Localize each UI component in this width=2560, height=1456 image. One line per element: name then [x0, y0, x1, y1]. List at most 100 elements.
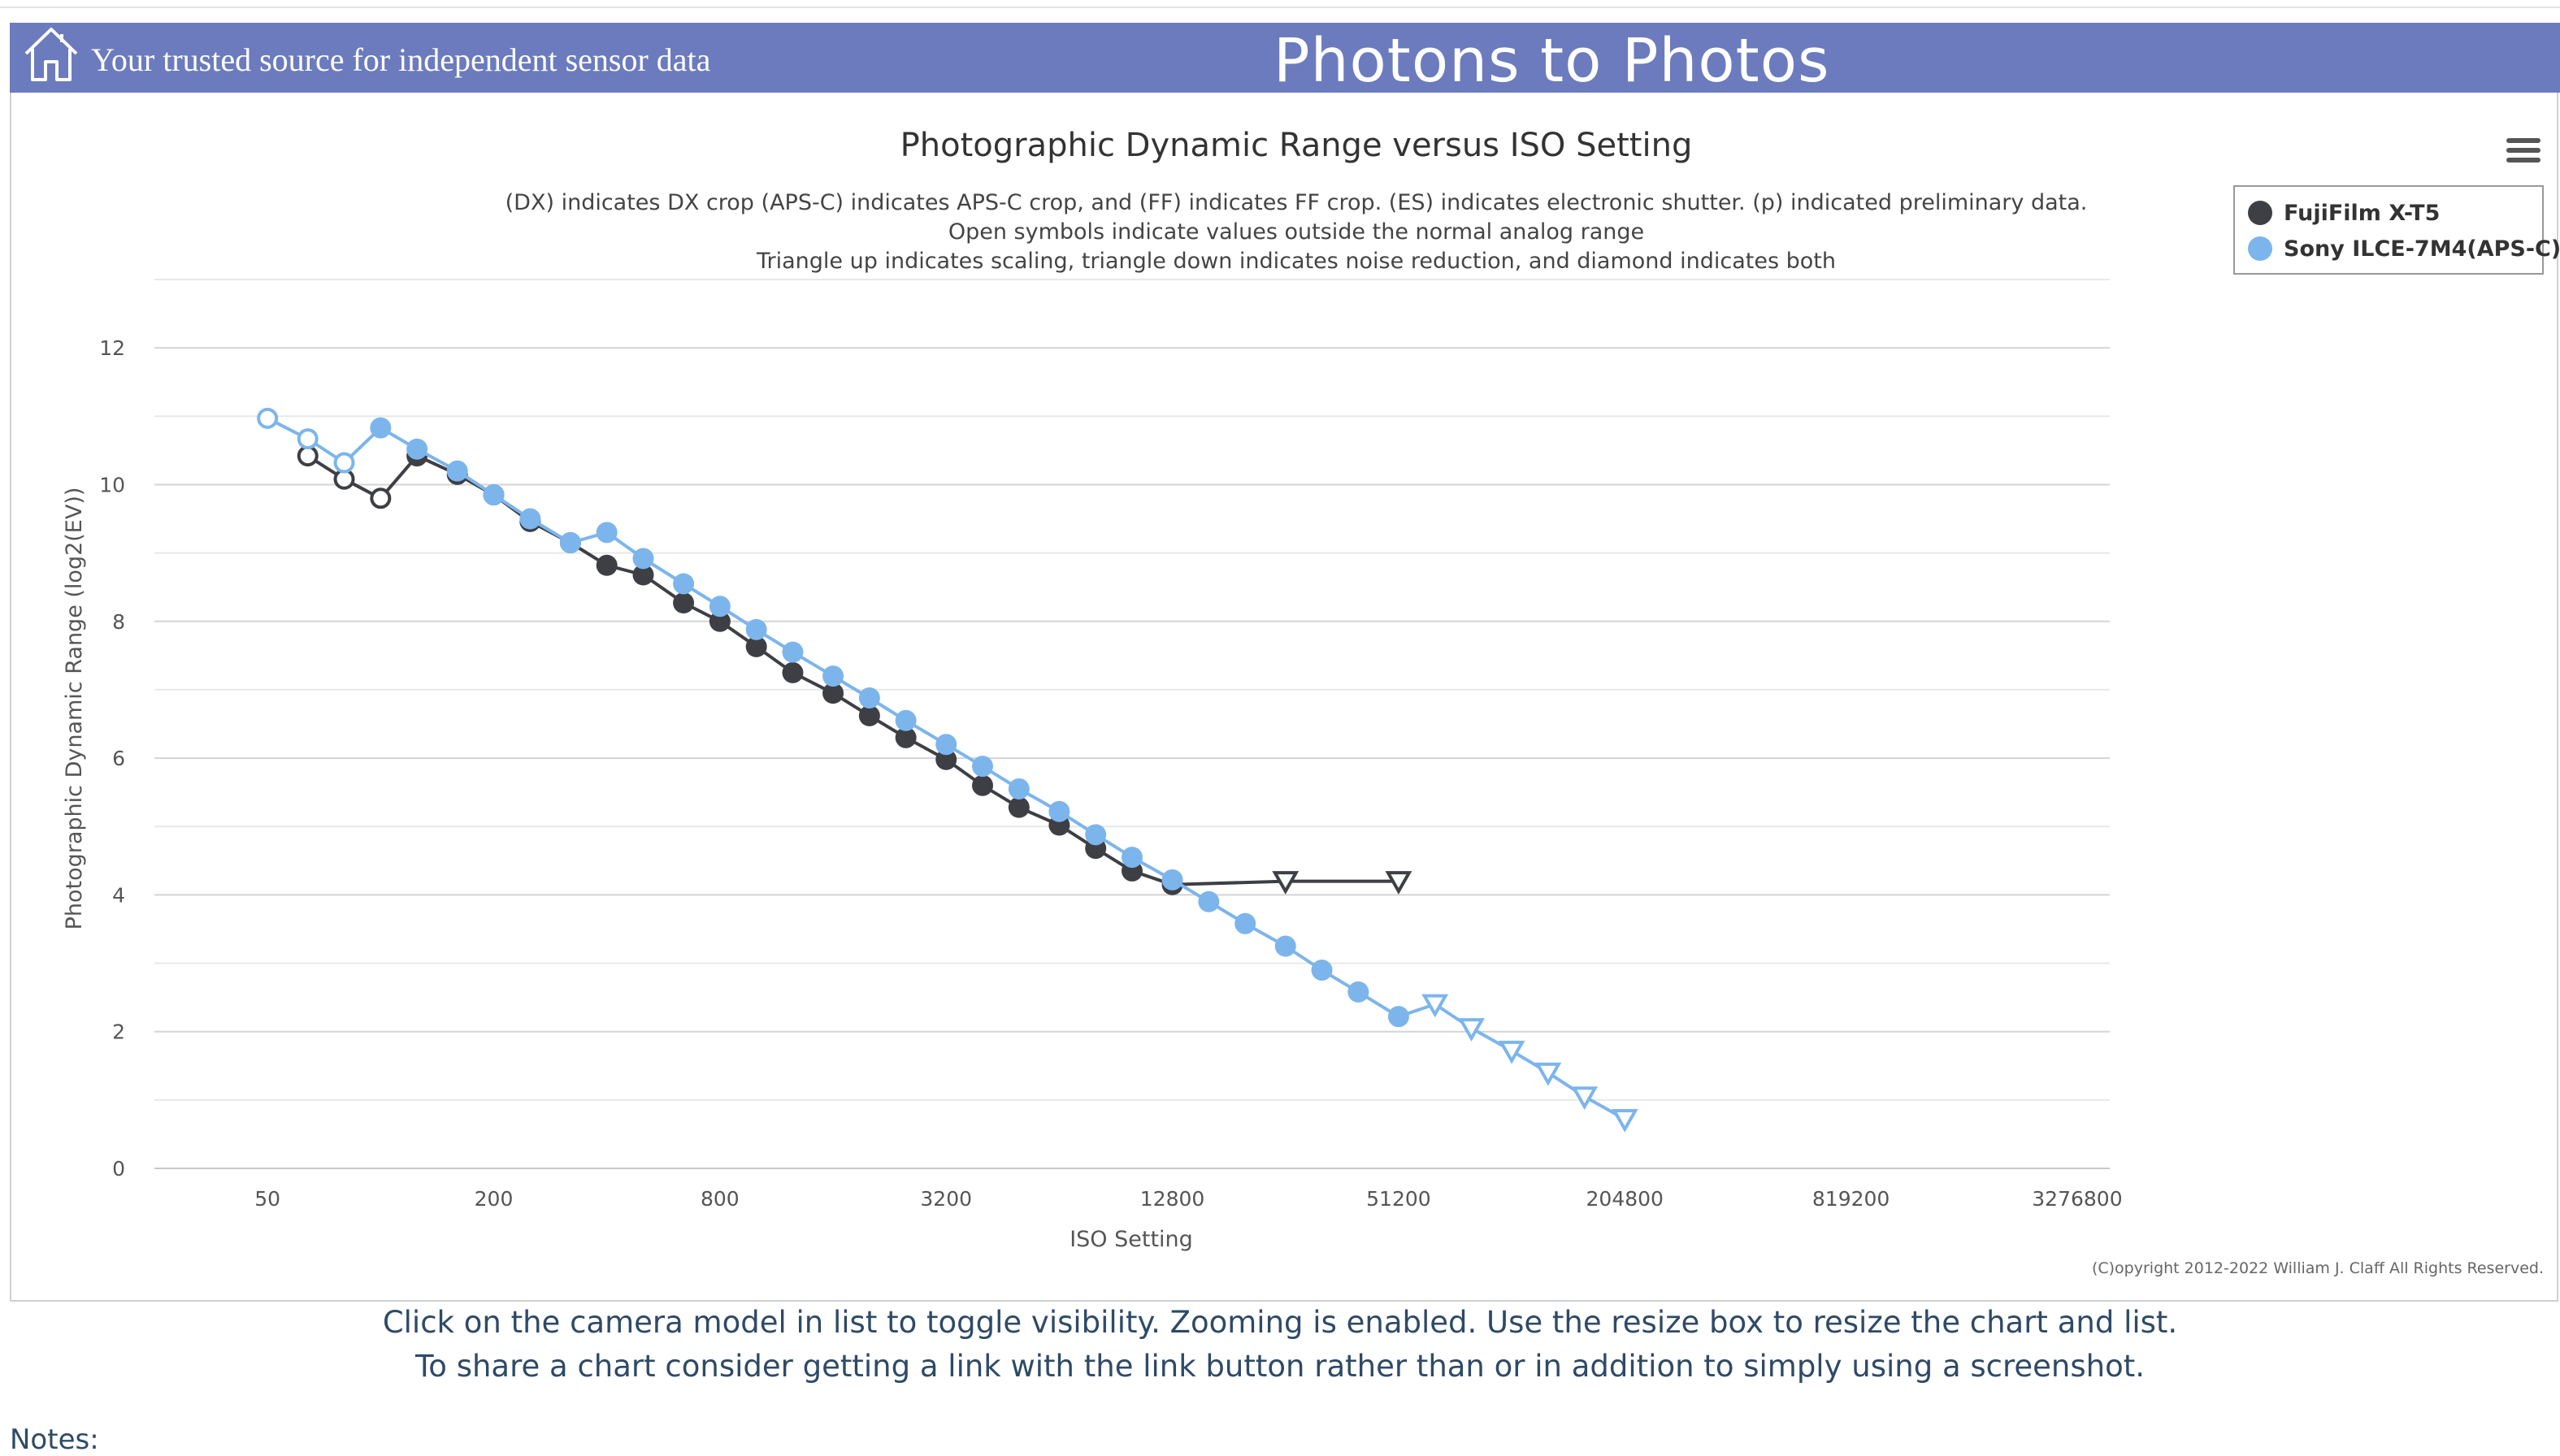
data-point-open[interactable] [257, 407, 279, 429]
data-point[interactable] [673, 573, 695, 595]
data-point[interactable] [1122, 847, 1143, 869]
data-point[interactable] [1008, 796, 1030, 818]
data-point-triangle-down[interactable] [1458, 1018, 1485, 1042]
data-point[interactable] [782, 641, 804, 663]
data-point[interactable] [632, 564, 654, 586]
data-point[interactable] [858, 687, 880, 709]
data-point[interactable] [519, 508, 541, 530]
series-1[interactable] [257, 407, 1638, 1133]
data-point[interactable] [745, 635, 767, 657]
y-tick-label: 10 [99, 473, 125, 496]
top-divider [0, 6, 2560, 8]
chart-subtitle-line-1: (DX) indicates DX crop (APS-C) indicates… [505, 190, 2088, 215]
data-point[interactable] [1198, 890, 1220, 912]
data-point-triangle-down[interactable] [1498, 1040, 1525, 1064]
chart-legend: FujiFilm X-T5 Sony ILCE-7M4(APS-C) [2233, 185, 2560, 275]
y-axis-label: Photographic Dynamic Range (log2(EV)) [62, 488, 87, 930]
data-point-open[interactable] [297, 445, 319, 467]
series-0[interactable] [297, 445, 1412, 895]
data-point[interactable] [709, 596, 731, 618]
data-point[interactable] [596, 554, 618, 576]
data-point[interactable] [745, 618, 767, 640]
x-tick-label: 51200 [1366, 1187, 1431, 1211]
data-point[interactable] [1274, 935, 1296, 957]
legend-item-fujifilm-x-t5[interactable]: FujiFilm X-T5 [2248, 197, 2440, 229]
data-point-triangle-down[interactable] [1272, 871, 1300, 895]
data-point[interactable] [895, 709, 917, 731]
data-point[interactable] [1085, 824, 1107, 846]
y-tick-label: 0 [112, 1157, 125, 1181]
legend-label: Sony ILCE-7M4(APS-C) [2284, 236, 2560, 262]
data-point-triangle-down[interactable] [1611, 1109, 1638, 1133]
data-point[interactable] [858, 704, 880, 726]
data-point-open[interactable] [297, 428, 319, 450]
data-point[interactable] [370, 417, 392, 439]
data-point[interactable] [559, 531, 581, 553]
hamburger-menu-icon[interactable] [2506, 138, 2540, 166]
data-point[interactable] [673, 592, 695, 614]
data-point[interactable] [632, 548, 654, 570]
data-point[interactable] [596, 522, 618, 544]
data-point-open[interactable] [333, 452, 355, 474]
data-point[interactable] [822, 682, 844, 704]
data-point-triangle-down[interactable] [1534, 1062, 1562, 1086]
x-tick-label: 819200 [1812, 1187, 1890, 1211]
x-tick-label: 12800 [1140, 1187, 1205, 1211]
data-point[interactable] [935, 734, 957, 756]
data-point[interactable] [972, 774, 994, 796]
data-point-triangle-down[interactable] [1385, 871, 1412, 895]
x-tick-label: 204800 [1586, 1187, 1664, 1211]
chart-help-text-2: To share a chart consider getting a link… [414, 1349, 2146, 1384]
chart-series [257, 407, 1638, 1133]
data-point[interactable] [972, 756, 994, 778]
chart-subtitle-line-2: Open symbols indicate values outside the… [948, 219, 1644, 245]
chart-gridlines [154, 279, 2110, 1169]
data-point[interactable] [1387, 1006, 1409, 1028]
y-tick-label: 12 [99, 336, 125, 360]
x-tick-label: 3200 [920, 1187, 972, 1211]
x-axis-ticks: 50 200 800 3200 12800 51200 204800 819200 327680… [254, 1187, 2122, 1211]
data-point[interactable] [1048, 800, 1070, 822]
data-point[interactable] [1008, 778, 1030, 800]
data-point[interactable] [709, 610, 731, 632]
site-header: Your trusted source for independent sens… [10, 23, 2560, 96]
y-tick-label: 2 [112, 1020, 125, 1044]
data-point[interactable] [1311, 959, 1333, 981]
x-tick-label: 800 [701, 1187, 740, 1211]
legend-marker-icon [2248, 236, 2272, 261]
y-axis-ticks: 0 2 4 6 8 10 12 [99, 336, 125, 1181]
home-icon[interactable] [21, 24, 81, 84]
site-tagline: Your trusted source for independent sens… [91, 41, 711, 78]
legend-marker-icon [2248, 201, 2272, 225]
site-title[interactable]: Photons to Photos [1273, 26, 1830, 96]
y-tick-label: 8 [112, 610, 125, 634]
data-point[interactable] [446, 460, 468, 482]
copyright-notice: (C)opyright 2012-2022 William J. Claff A… [2091, 1259, 2544, 1277]
data-point[interactable] [822, 665, 844, 687]
data-point[interactable] [1234, 912, 1256, 934]
data-point[interactable] [935, 748, 957, 770]
legend-label: FujiFilm X-T5 [2284, 200, 2441, 226]
x-tick-label: 50 [254, 1187, 280, 1211]
x-tick-label: 3276800 [2032, 1187, 2122, 1211]
data-point[interactable] [782, 661, 804, 683]
data-point-open[interactable] [370, 488, 392, 509]
y-tick-label: 4 [112, 883, 125, 907]
x-tick-label: 200 [475, 1187, 514, 1211]
chart-subtitle-line-3: Triangle up indicates scaling, triangle … [756, 249, 1836, 274]
chart-title: Photographic Dynamic Range versus ISO Se… [900, 127, 1693, 164]
data-point-triangle-down[interactable] [1571, 1086, 1599, 1111]
notes-heading: Notes: [10, 1424, 99, 1456]
y-tick-label: 6 [112, 747, 125, 770]
data-point[interactable] [1347, 981, 1369, 1003]
data-point[interactable] [483, 484, 505, 506]
data-point-triangle-down[interactable] [1421, 994, 1449, 1018]
data-point[interactable] [1161, 869, 1183, 890]
x-axis-label: ISO Setting [1070, 1227, 1193, 1252]
data-point[interactable] [895, 726, 917, 748]
series-line [306, 454, 1399, 886]
chart-help-text-1: Click on the camera model in list to tog… [382, 1305, 2178, 1340]
data-point[interactable] [406, 438, 428, 460]
legend-item-sony-ilce-7m4[interactable]: Sony ILCE-7M4(APS-C) [2248, 232, 2560, 265]
